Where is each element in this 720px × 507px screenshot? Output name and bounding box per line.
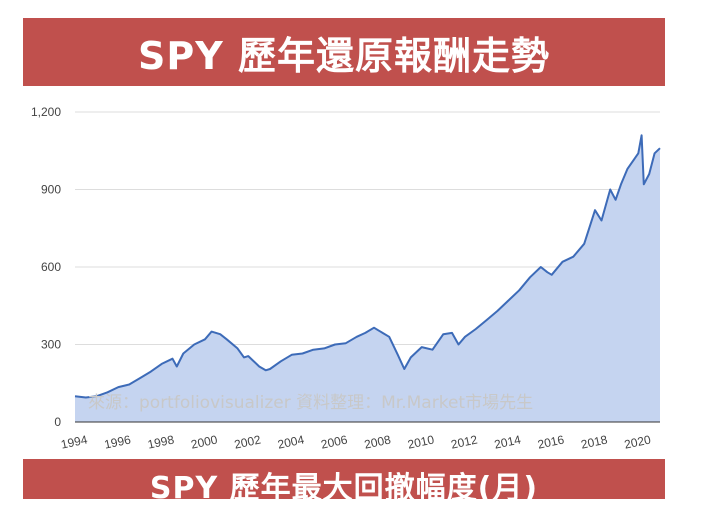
y-tick-label: 300: [41, 338, 61, 352]
x-tick-label: 2020: [623, 432, 652, 451]
x-tick-label: 2012: [450, 432, 479, 451]
x-tick-label: 1996: [103, 432, 132, 451]
x-tick-label: 2006: [320, 432, 349, 451]
y-tick-label: 1,200: [31, 105, 61, 119]
series-line: [74, 134, 661, 399]
x-tick-label: 2008: [363, 432, 392, 451]
watermark: 來源：portfoliovisualizer 資料整理：Mr.Market市場先…: [88, 393, 533, 413]
x-tick-label: 2002: [233, 432, 262, 451]
next-chart-title: SPY 歷年最大回撤幅度(月): [149, 471, 539, 506]
x-tick-label: 2016: [536, 432, 565, 451]
x-tick-label: 2014: [493, 432, 522, 451]
x-tick-label: 2000: [190, 432, 219, 451]
x-tick-label: 2018: [580, 432, 609, 451]
chart: 0 300 600 900 1,200 1994 1996 1998 2000 2002 2004…: [31, 105, 661, 452]
next-chart-banner: SPY 歷年最大回撤幅度(月): [23, 459, 665, 506]
x-tick-label: 2010: [406, 432, 435, 451]
y-axis: 0 300 600 900 1,200: [31, 105, 61, 429]
series-area: [75, 135, 660, 423]
y-tick-label: 0: [54, 415, 61, 429]
y-tick-label: 900: [41, 183, 61, 197]
y-tick-label: 600: [41, 260, 61, 274]
chart-title-banner: SPY 歷年還原報酬走勢: [23, 18, 665, 86]
chart-title: SPY 歷年還原報酬走勢: [138, 33, 550, 78]
x-tick-label: 2004: [276, 432, 305, 451]
x-tick-label: 1998: [146, 432, 175, 451]
x-axis: 1994 1996 1998 2000 2002 2004 2006 2008 2010 2012…: [60, 432, 653, 451]
x-tick-label: 1994: [60, 432, 89, 451]
